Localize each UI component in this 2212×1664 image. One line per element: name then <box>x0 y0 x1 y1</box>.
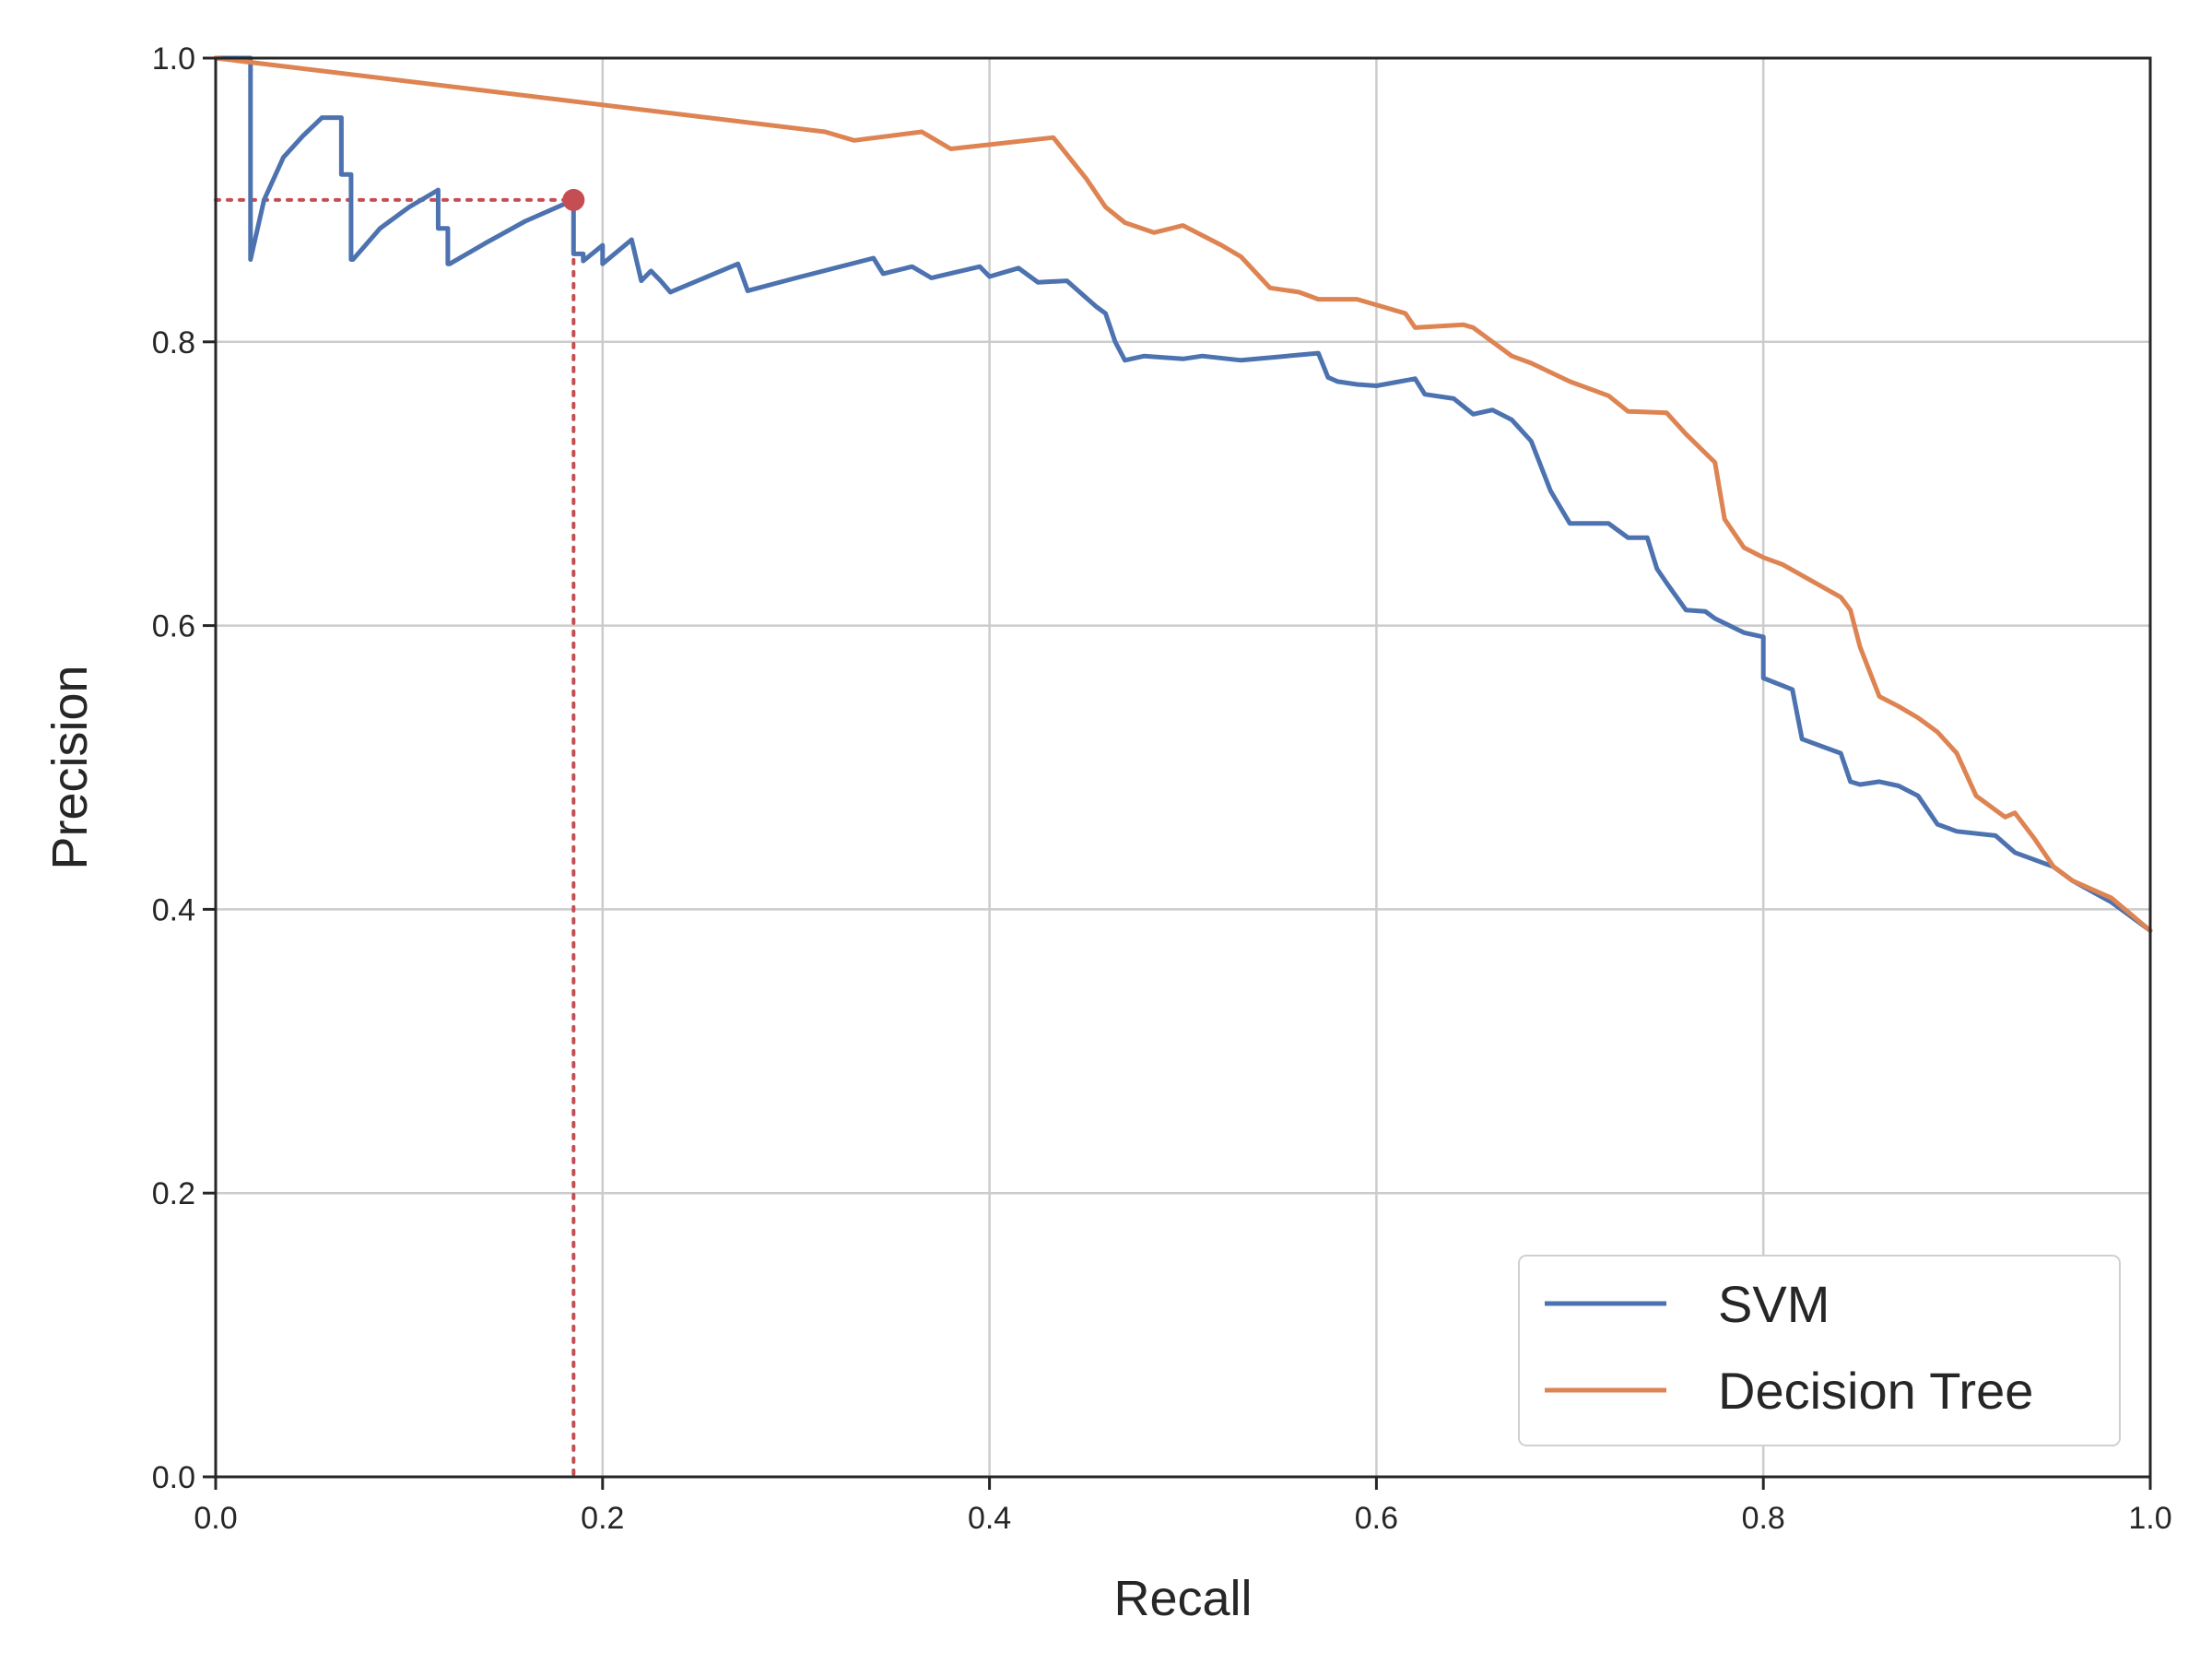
x-axis-title: Recall <box>1113 1571 1252 1626</box>
axis-ticks: 0.0 0.2 0.4 0.6 0.8 1.0 0.0 0.2 0.4 0.6 0.8 1.0 <box>152 41 2172 1536</box>
y-tick-label: 0.4 <box>152 892 195 927</box>
y-tick-label: 0.2 <box>152 1176 195 1211</box>
threshold-annotation <box>214 197 576 1479</box>
x-tick-label: 0.6 <box>1355 1501 1398 1536</box>
legend: SVM Decision Tree <box>1518 1255 2121 1446</box>
x-tick-label: 1.0 <box>2128 1501 2171 1536</box>
y-axis-title: Precision <box>42 665 98 869</box>
x-tick-label: 0.8 <box>1742 1501 1785 1536</box>
threshold-marker-layer <box>562 188 585 211</box>
x-tick-label: 0.2 <box>581 1501 624 1536</box>
svm-line <box>213 55 2153 933</box>
decision-tree-line <box>213 55 2153 933</box>
y-tick-label: 0.8 <box>152 325 195 360</box>
legend-label-svm: SVM <box>1718 1275 1830 1333</box>
legend-box <box>1518 1255 2121 1446</box>
threshold-marker <box>562 188 585 211</box>
y-tick-label: 0.6 <box>152 609 195 644</box>
x-tick-label: 0.4 <box>968 1501 1011 1536</box>
x-tick-label: 0.0 <box>194 1501 237 1536</box>
legend-label-decision-tree: Decision Tree <box>1718 1362 2033 1420</box>
series-lines <box>213 55 2153 933</box>
y-tick-label: 0.0 <box>152 1460 195 1495</box>
plot-frame <box>214 56 2152 1479</box>
y-tick-label: 1.0 <box>152 41 195 77</box>
grid-lines <box>214 56 2152 1479</box>
